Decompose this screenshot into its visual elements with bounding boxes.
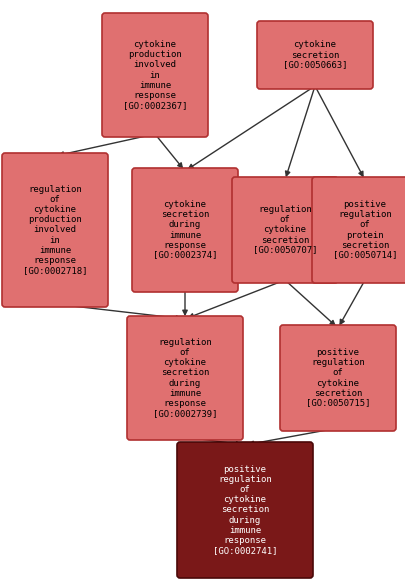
Text: regulation
of
cytokine
secretion
during
immune
response
[GO:0002739]: regulation of cytokine secretion during …: [152, 338, 217, 417]
FancyBboxPatch shape: [279, 325, 395, 431]
FancyBboxPatch shape: [127, 316, 243, 440]
FancyBboxPatch shape: [132, 168, 237, 292]
Text: positive
regulation
of
cytokine
secretion
[GO:0050715]: positive regulation of cytokine secretio…: [305, 349, 369, 408]
FancyBboxPatch shape: [231, 177, 337, 283]
FancyBboxPatch shape: [177, 442, 312, 578]
FancyBboxPatch shape: [2, 153, 108, 307]
Text: cytokine
secretion
during
immune
response
[GO:0002374]: cytokine secretion during immune respons…: [152, 201, 217, 259]
Text: positive
regulation
of
cytokine
secretion
during
immune
response
[GO:0002741]: positive regulation of cytokine secretio…: [212, 465, 277, 554]
FancyBboxPatch shape: [256, 21, 372, 89]
Text: positive
regulation
of
protein
secretion
[GO:0050714]: positive regulation of protein secretion…: [332, 201, 396, 259]
FancyBboxPatch shape: [311, 177, 405, 283]
Text: cytokine
secretion
[GO:0050663]: cytokine secretion [GO:0050663]: [282, 40, 346, 69]
Text: cytokine
production
involved
in
immune
response
[GO:0002367]: cytokine production involved in immune r…: [122, 40, 187, 110]
FancyBboxPatch shape: [102, 13, 207, 137]
Text: regulation
of
cytokine
secretion
[GO:0050707]: regulation of cytokine secretion [GO:005…: [252, 205, 316, 255]
Text: regulation
of
cytokine
production
involved
in
immune
response
[GO:0002718]: regulation of cytokine production involv…: [23, 185, 87, 275]
